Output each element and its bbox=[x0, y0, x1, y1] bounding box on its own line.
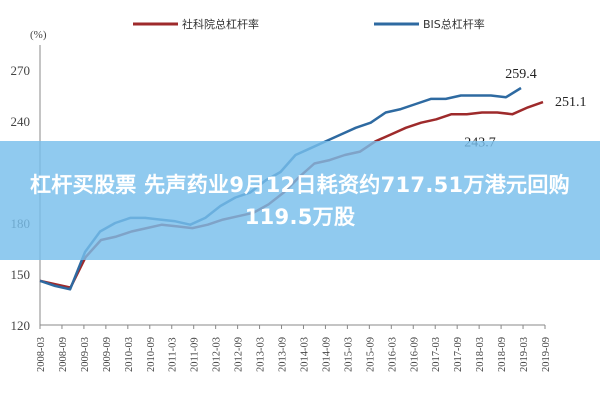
headline-banner: 杠杆买股票 先声药业9月12日耗资约717.51万港元回购119.5万股 bbox=[0, 141, 600, 260]
x-tick-label: 2015-09 bbox=[365, 337, 376, 372]
y-unit-label: (%) bbox=[30, 29, 47, 41]
data-label: 259.4 bbox=[505, 67, 537, 82]
data-label: 251.1 bbox=[555, 95, 587, 110]
x-tick-label: 2009-03 bbox=[80, 337, 91, 372]
x-tick-label: 2008-09 bbox=[58, 337, 69, 372]
y-tick-label: 270 bbox=[11, 63, 31, 78]
x-tick-label: 2019-03 bbox=[519, 337, 530, 372]
y-tick-label: 120 bbox=[11, 318, 31, 333]
x-tick-label: 2015-03 bbox=[343, 337, 354, 372]
x-tick-label: 2019-09 bbox=[541, 337, 552, 372]
x-tick-label: 2013-03 bbox=[256, 337, 267, 372]
x-tick-label: 2014-03 bbox=[299, 337, 310, 372]
x-tick-label: 2018-09 bbox=[497, 337, 508, 372]
legend-label-series-1: 社科院总杠杆率 bbox=[182, 17, 259, 31]
x-ticks: 2008-03 2008-09 2009-03 2009-09 2010-03 2010-… bbox=[36, 325, 552, 372]
headline-text[interactable]: 杠杆买股票 先声药业9月12日耗资约717.51万港元回购119.5万股 bbox=[30, 172, 570, 229]
x-tick-label: 2018-03 bbox=[475, 337, 486, 372]
y-tick-label: 150 bbox=[11, 267, 31, 282]
x-tick-label: 2008-03 bbox=[36, 337, 47, 372]
x-tick-label: 2017-09 bbox=[453, 337, 464, 372]
x-tick-label: 2010-09 bbox=[146, 337, 157, 372]
x-tick-label: 2016-03 bbox=[387, 337, 398, 372]
x-tick-label: 2011-03 bbox=[168, 337, 179, 372]
x-tick-label: 2017-03 bbox=[431, 337, 442, 372]
x-tick-label: 2009-09 bbox=[102, 337, 113, 372]
legend: 社科院总杠杆率 BIS总杠杆率 bbox=[133, 17, 485, 31]
x-tick-label: 2012-09 bbox=[234, 337, 245, 372]
x-tick-label: 2011-09 bbox=[190, 337, 201, 372]
x-tick-label: 2012-03 bbox=[212, 337, 223, 372]
x-tick-label: 2014-09 bbox=[321, 337, 332, 372]
x-tick-label: 2013-09 bbox=[278, 337, 289, 372]
x-tick-label: 2010-03 bbox=[124, 337, 135, 372]
y-tick-label: 240 bbox=[11, 114, 31, 129]
x-tick-label: 2016-09 bbox=[409, 337, 420, 372]
legend-label-series-2: BIS总杠杆率 bbox=[423, 17, 485, 31]
